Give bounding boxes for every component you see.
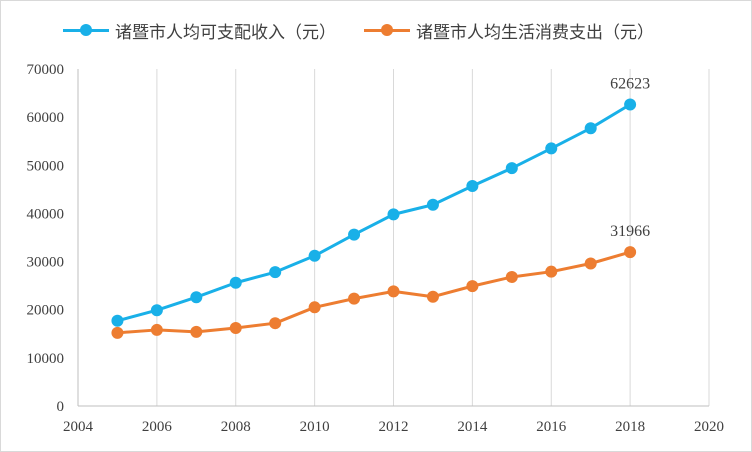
- data-point: [308, 301, 321, 314]
- legend-item-expenditure: 诸暨市人均生活消费支出（元）: [364, 18, 654, 43]
- data-point: [387, 208, 400, 221]
- x-tick-label: 2004: [63, 419, 94, 435]
- data-point: [308, 249, 321, 262]
- x-tick-label: 2014: [457, 419, 488, 435]
- data-point: [584, 257, 597, 270]
- x-tick-label: 2012: [379, 419, 409, 435]
- y-tick-label: 40000: [27, 206, 65, 222]
- x-tick-label: 2020: [694, 419, 724, 435]
- y-tick-label: 70000: [27, 62, 65, 78]
- data-point: [545, 265, 558, 278]
- legend-swatch-expenditure: [364, 24, 410, 36]
- y-tick-label: 0: [57, 399, 65, 415]
- y-tick-label: 10000: [27, 351, 65, 367]
- y-tick-label: 30000: [27, 255, 65, 271]
- data-point: [111, 326, 124, 339]
- data-point: [348, 292, 361, 305]
- data-label: 31966: [610, 223, 650, 240]
- data-label: 62623: [610, 76, 650, 93]
- series-line-0: [117, 103, 631, 323]
- legend-item-income: 诸暨市人均可支配收入（元）: [63, 18, 336, 43]
- data-point: [269, 317, 282, 330]
- series-line-1: [117, 250, 631, 335]
- data-point: [466, 179, 479, 192]
- data-point: [150, 323, 163, 336]
- y-tick-label: 60000: [27, 110, 65, 126]
- x-tick-label: 2016: [536, 419, 567, 435]
- data-point: [545, 142, 558, 155]
- legend: 诸暨市人均可支配收入（元） 诸暨市人均生活消费支出（元）: [63, 17, 654, 43]
- data-point: [190, 325, 203, 338]
- y-tick-label: 20000: [27, 303, 65, 319]
- data-point: [387, 285, 400, 298]
- legend-label-income: 诸暨市人均可支配收入（元）: [115, 22, 336, 43]
- data-point: [269, 266, 282, 279]
- data-point: [624, 246, 637, 259]
- data-point: [624, 98, 637, 111]
- data-point: [505, 162, 518, 175]
- data-point: [111, 314, 124, 327]
- data-point: [426, 290, 439, 303]
- x-tick-label: 2018: [615, 419, 645, 435]
- data-point: [505, 270, 518, 283]
- legend-label-expenditure: 诸暨市人均生活消费支出（元）: [416, 22, 654, 43]
- data-point: [466, 280, 479, 293]
- data-point: [150, 304, 163, 317]
- x-tick-label: 2010: [300, 419, 330, 435]
- legend-swatch-income: [63, 24, 109, 36]
- x-tick-label: 2006: [142, 419, 173, 435]
- data-point: [348, 228, 361, 241]
- data-point: [229, 276, 242, 289]
- data-point: [229, 322, 242, 335]
- data-point: [190, 291, 203, 304]
- y-tick-label: 50000: [27, 158, 65, 174]
- x-tick-label: 2008: [221, 419, 251, 435]
- data-point: [426, 198, 439, 211]
- data-point: [584, 122, 597, 135]
